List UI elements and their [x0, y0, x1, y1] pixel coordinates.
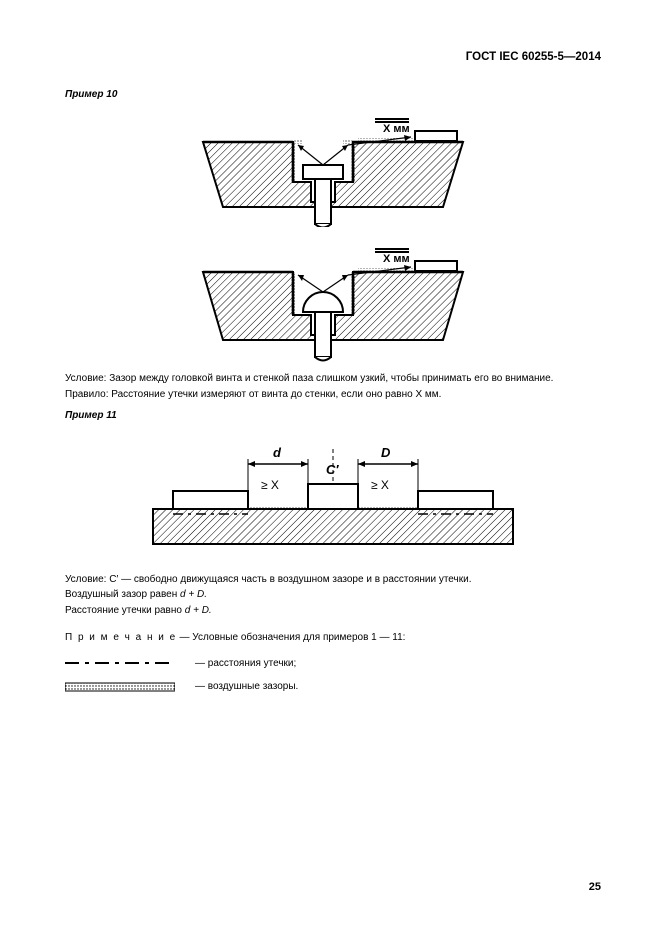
label-x-mm: X мм: [383, 123, 410, 135]
legend-row-creepage: — расстояния утечки;: [65, 657, 601, 671]
diagram-floating-part: d ≥ X C′ D ≥ X: [133, 429, 533, 559]
note-rest: — Условные обозначения для примеров 1 — …: [177, 632, 406, 643]
legend-clearance-label: — воздушные зазоры.: [195, 680, 298, 694]
label-x-mm-2: X мм: [383, 253, 410, 265]
label-ge-x-left: ≥ X: [261, 478, 279, 492]
clearance-band-icon: [65, 682, 175, 692]
example-11-condition1: Условие: С′ — свободно движущаяся часть …: [65, 573, 601, 587]
legend-creepage-label: — расстояния утечки;: [195, 657, 296, 671]
example-11-condition3: Расстояние утечки равно d + D.: [65, 604, 601, 618]
note-line: П р и м е ч а н и е — Условные обозначен…: [65, 631, 601, 645]
example-10-figure-1: X мм: [65, 107, 601, 227]
label-ge-x-right: ≥ X: [371, 478, 389, 492]
note-spaced-word: П р и м е ч а н и е: [65, 632, 177, 643]
example-11-text: Условие: С′ — свободно движущаяся часть …: [65, 573, 601, 618]
example-10-figure-2: X мм: [65, 237, 601, 362]
example-10-rule: Правило: Расстояние утечки измеряют от в…: [65, 388, 601, 402]
label-big-d: D: [381, 445, 391, 460]
creepage-line-icon: [65, 658, 175, 668]
page: ГОСТ IEC 60255-5—2014 Пример 10: [0, 0, 661, 935]
diagram-screw-flat-head: X мм: [183, 107, 483, 227]
legend: — расстояния утечки; — воздушные зазоры.: [65, 657, 601, 694]
document-header: ГОСТ IEC 60255-5—2014: [65, 50, 601, 66]
label-c-prime: C′: [326, 462, 339, 477]
legend-row-clearance: — воздушные зазоры.: [65, 680, 601, 694]
example-10-text: Условие: Зазор между головкой винта и ст…: [65, 372, 601, 401]
diagram-screw-round-head: X мм: [183, 237, 483, 362]
page-number: 25: [589, 880, 601, 895]
example-10-heading: Пример 10: [65, 88, 601, 102]
label-d: d: [273, 445, 282, 460]
example-11-figure: d ≥ X C′ D ≥ X: [65, 429, 601, 559]
example-11-condition2: Воздушный зазор равен d + D.: [65, 588, 601, 602]
example-11-heading: Пример 11: [65, 409, 601, 423]
example-10-condition: Условие: Зазор между головкой винта и ст…: [65, 372, 601, 386]
